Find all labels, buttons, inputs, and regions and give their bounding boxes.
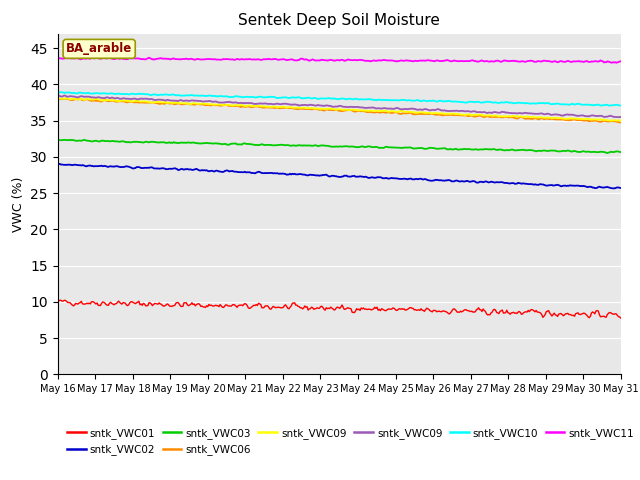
Title: Sentek Deep Soil Moisture: Sentek Deep Soil Moisture — [238, 13, 440, 28]
Y-axis label: VWC (%): VWC (%) — [12, 176, 25, 232]
Legend: sntk_VWC01, sntk_VWC02, sntk_VWC03, sntk_VWC06, sntk_VWC09, sntk_VWC09, sntk_VWC: sntk_VWC01, sntk_VWC02, sntk_VWC03, sntk… — [63, 424, 638, 459]
Text: BA_arable: BA_arable — [66, 42, 132, 55]
